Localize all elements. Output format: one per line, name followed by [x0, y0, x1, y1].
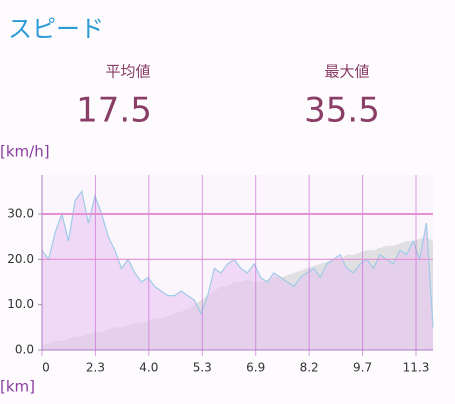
stat-label: 最大値 [324, 63, 369, 81]
stat-value: 35.5 [304, 91, 380, 131]
x-tick-label: 4.0 [139, 361, 158, 375]
stat-value: 17.5 [76, 91, 152, 131]
y-tick-label: 30.0 [7, 206, 34, 220]
page-title: スピード [8, 15, 104, 43]
x-tick-label: 0 [42, 361, 50, 375]
y-tick-label: 0.0 [15, 343, 34, 357]
x-axis-label: [km] [0, 378, 35, 396]
y-tick-label: 20.0 [7, 252, 34, 266]
y-tick-label: 10.0 [7, 297, 34, 311]
x-tick-label: 5.3 [193, 361, 212, 375]
series-line [41, 189, 434, 328]
x-tick-label: 9.7 [353, 361, 372, 375]
y-axis-label: [km/h] [0, 143, 50, 161]
x-tick-label: 8.2 [300, 361, 319, 375]
x-tick-label: 11.3 [403, 361, 430, 375]
x-tick-label: 6.9 [246, 361, 265, 375]
stat-label: 平均値 [105, 63, 150, 81]
series-area [42, 191, 433, 350]
x-tick-label: 2.3 [86, 361, 105, 375]
